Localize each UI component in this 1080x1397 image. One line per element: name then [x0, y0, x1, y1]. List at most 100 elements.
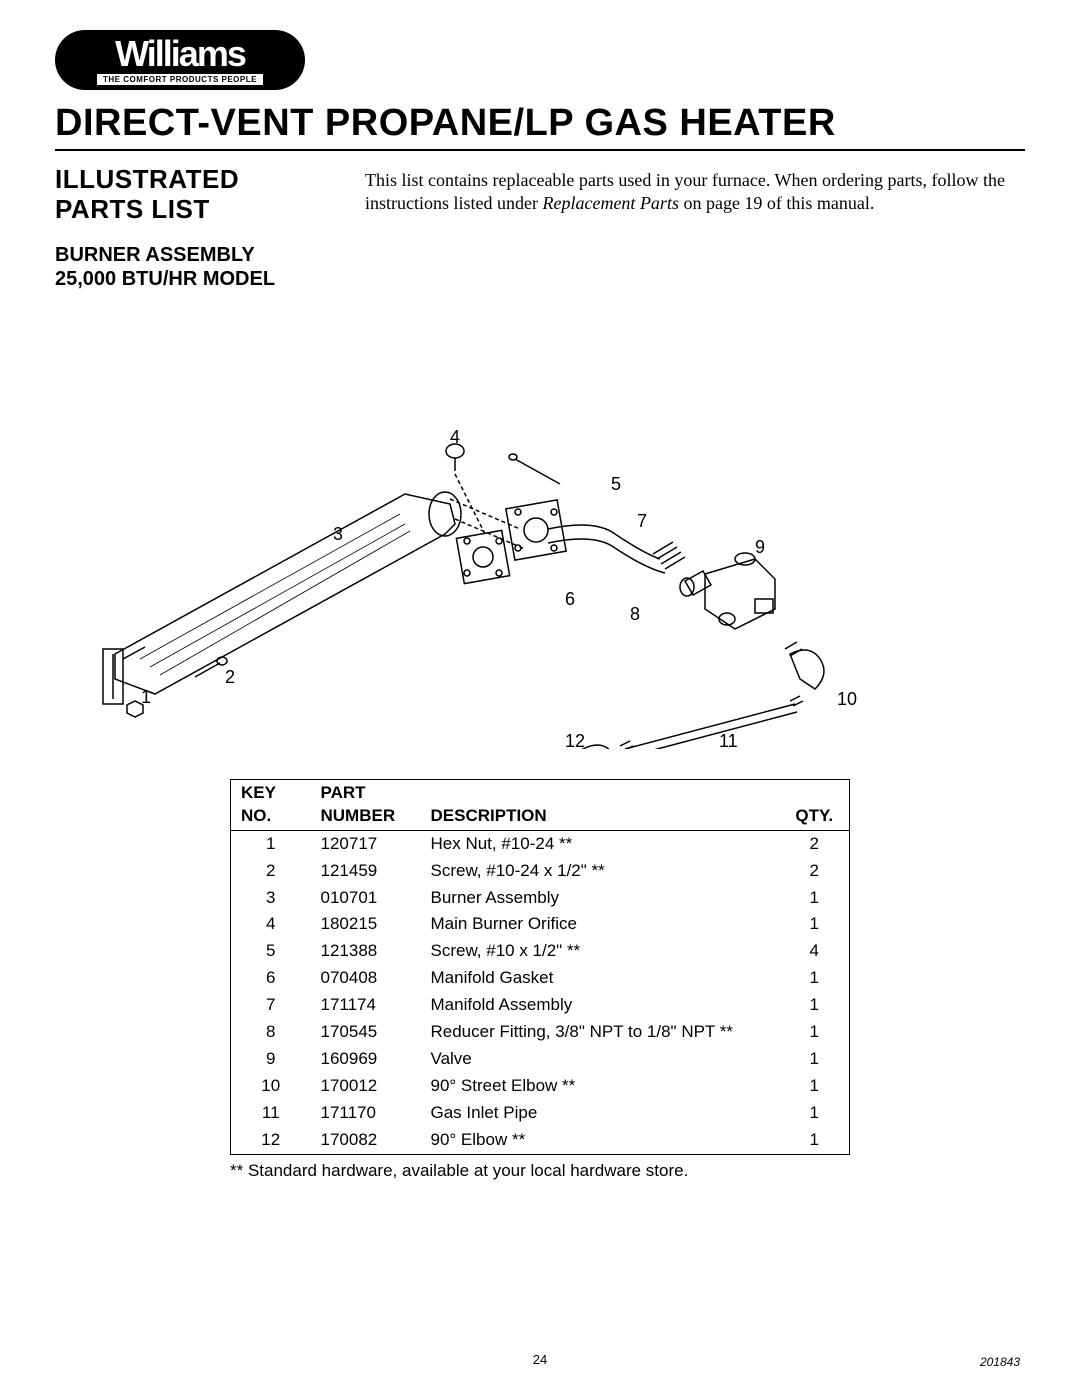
- callout-9: 9: [755, 537, 765, 558]
- cell-qty: 1: [780, 1100, 850, 1127]
- subheading-line1: BURNER ASSEMBLY: [55, 244, 255, 266]
- table-row: 1017001290° Street Elbow **1: [231, 1073, 850, 1100]
- callout-5: 5: [611, 474, 621, 495]
- table-row: 3010701Burner Assembly1: [231, 885, 850, 912]
- page-title: DIRECT-VENT PROPANE/LP GAS HEATER: [55, 102, 1025, 151]
- cell-part: 170082: [311, 1127, 421, 1154]
- th-desc: DESCRIPTION: [421, 805, 780, 830]
- cell-desc: Valve: [421, 1046, 780, 1073]
- callout-3: 3: [333, 524, 343, 545]
- th-key2: NO.: [231, 805, 311, 830]
- cell-qty: 4: [780, 938, 850, 965]
- table-row: 9160969Valve1: [231, 1046, 850, 1073]
- cell-key: 10: [231, 1073, 311, 1100]
- section-heading-line1: ILLUSTRATED: [55, 164, 239, 194]
- cell-desc: Screw, #10-24 x 1/2" **: [421, 858, 780, 885]
- diagram-svg: [55, 299, 1025, 749]
- section-heading-line2: PARTS LIST: [55, 194, 210, 224]
- part-reducer: [680, 571, 711, 596]
- table-row: 2121459Screw, #10-24 x 1/2" **2: [231, 858, 850, 885]
- exploded-diagram: 123456789101112: [55, 299, 1025, 749]
- cell-part: 070408: [311, 965, 421, 992]
- table-row: 5121388Screw, #10 x 1/2" **4: [231, 938, 850, 965]
- page-number: 24: [0, 1352, 1080, 1367]
- cell-qty: 1: [780, 1127, 850, 1154]
- cell-desc: Manifold Assembly: [421, 992, 780, 1019]
- cell-desc: Manifold Gasket: [421, 965, 780, 992]
- cell-part: 180215: [311, 911, 421, 938]
- cell-part: 121388: [311, 938, 421, 965]
- callout-4: 4: [450, 427, 460, 448]
- callout-10: 10: [837, 689, 857, 710]
- callout-2: 2: [225, 667, 235, 688]
- part-manifold: [506, 500, 685, 573]
- cell-key: 8: [231, 1019, 311, 1046]
- intro-post: on page 19 of this manual.: [679, 193, 874, 213]
- cell-part: 171174: [311, 992, 421, 1019]
- cell-key: 2: [231, 858, 311, 885]
- page: Williams THE COMFORT PRODUCTS PEOPLE DIR…: [55, 30, 1025, 1181]
- cell-key: 9: [231, 1046, 311, 1073]
- th-part2: NUMBER: [311, 805, 421, 830]
- part-screw-2: [195, 657, 227, 677]
- cell-key: 7: [231, 992, 311, 1019]
- part-elbow-12: [583, 745, 617, 749]
- cell-part: 170012: [311, 1073, 421, 1100]
- cell-desc: 90° Elbow **: [421, 1127, 780, 1154]
- cell-part: 120717: [311, 830, 421, 857]
- parts-table-head: KEY PART NO. NUMBER DESCRIPTION QTY.: [231, 779, 850, 830]
- callout-8: 8: [630, 604, 640, 625]
- cell-qty: 2: [780, 830, 850, 857]
- cell-qty: 1: [780, 1046, 850, 1073]
- brand-logo: Williams THE COMFORT PRODUCTS PEOPLE: [55, 30, 305, 90]
- callout-1: 1: [141, 687, 151, 708]
- callout-11: 11: [719, 731, 738, 752]
- th-qty: QTY.: [780, 805, 850, 830]
- table-row: 4180215Main Burner Orifice1: [231, 911, 850, 938]
- part-burner-assembly: [103, 492, 461, 704]
- cell-desc: 90° Street Elbow **: [421, 1073, 780, 1100]
- cell-part: 171170: [311, 1100, 421, 1127]
- cell-qty: 1: [780, 911, 850, 938]
- cell-key: 11: [231, 1100, 311, 1127]
- cell-desc: Main Burner Orifice: [421, 911, 780, 938]
- logo-tagline: THE COMFORT PRODUCTS PEOPLE: [97, 74, 263, 85]
- cell-qty: 1: [780, 885, 850, 912]
- part-inlet-pipe: [620, 696, 803, 749]
- cell-desc: Reducer Fitting, 3/8" NPT to 1/8" NPT **: [421, 1019, 780, 1046]
- table-row: 1120717Hex Nut, #10-24 **2: [231, 830, 850, 857]
- table-row: 7171174Manifold Assembly1: [231, 992, 850, 1019]
- cell-key: 5: [231, 938, 311, 965]
- cell-key: 1: [231, 830, 311, 857]
- cell-part: 160969: [311, 1046, 421, 1073]
- intro-em: Replacement Parts: [542, 193, 678, 213]
- part-valve: [705, 553, 775, 629]
- table-row: 8170545Reducer Fitting, 3/8" NPT to 1/8"…: [231, 1019, 850, 1046]
- cell-key: 3: [231, 885, 311, 912]
- table-footnote: ** Standard hardware, available at your …: [230, 1161, 850, 1181]
- cell-qty: 1: [780, 992, 850, 1019]
- subheading: BURNER ASSEMBLY 25,000 BTU/HR MODEL: [55, 243, 1025, 291]
- cell-qty: 1: [780, 1073, 850, 1100]
- parts-table: KEY PART NO. NUMBER DESCRIPTION QTY. 112…: [230, 779, 850, 1155]
- cell-qty: 1: [780, 1019, 850, 1046]
- parts-table-body: 1120717Hex Nut, #10-24 **22121459Screw, …: [231, 830, 850, 1154]
- cell-part: 010701: [311, 885, 421, 912]
- table-row: 1217008290° Elbow **1: [231, 1127, 850, 1154]
- th-key1: KEY: [231, 779, 311, 804]
- th-part1: PART: [311, 779, 421, 804]
- logo-brand: Williams: [115, 36, 245, 72]
- part-elbow-10: [785, 642, 824, 689]
- cell-key: 12: [231, 1127, 311, 1154]
- cell-part: 121459: [311, 858, 421, 885]
- th-qty-blank: [780, 779, 850, 804]
- document-id: 201843: [980, 1355, 1020, 1369]
- part-orifice: [446, 444, 464, 471]
- part-gasket: [456, 530, 509, 583]
- cell-desc: Gas Inlet Pipe: [421, 1100, 780, 1127]
- th-desc-blank: [421, 779, 780, 804]
- cell-part: 170545: [311, 1019, 421, 1046]
- table-row: 6070408Manifold Gasket1: [231, 965, 850, 992]
- cell-desc: Burner Assembly: [421, 885, 780, 912]
- part-screw-5: [509, 454, 560, 484]
